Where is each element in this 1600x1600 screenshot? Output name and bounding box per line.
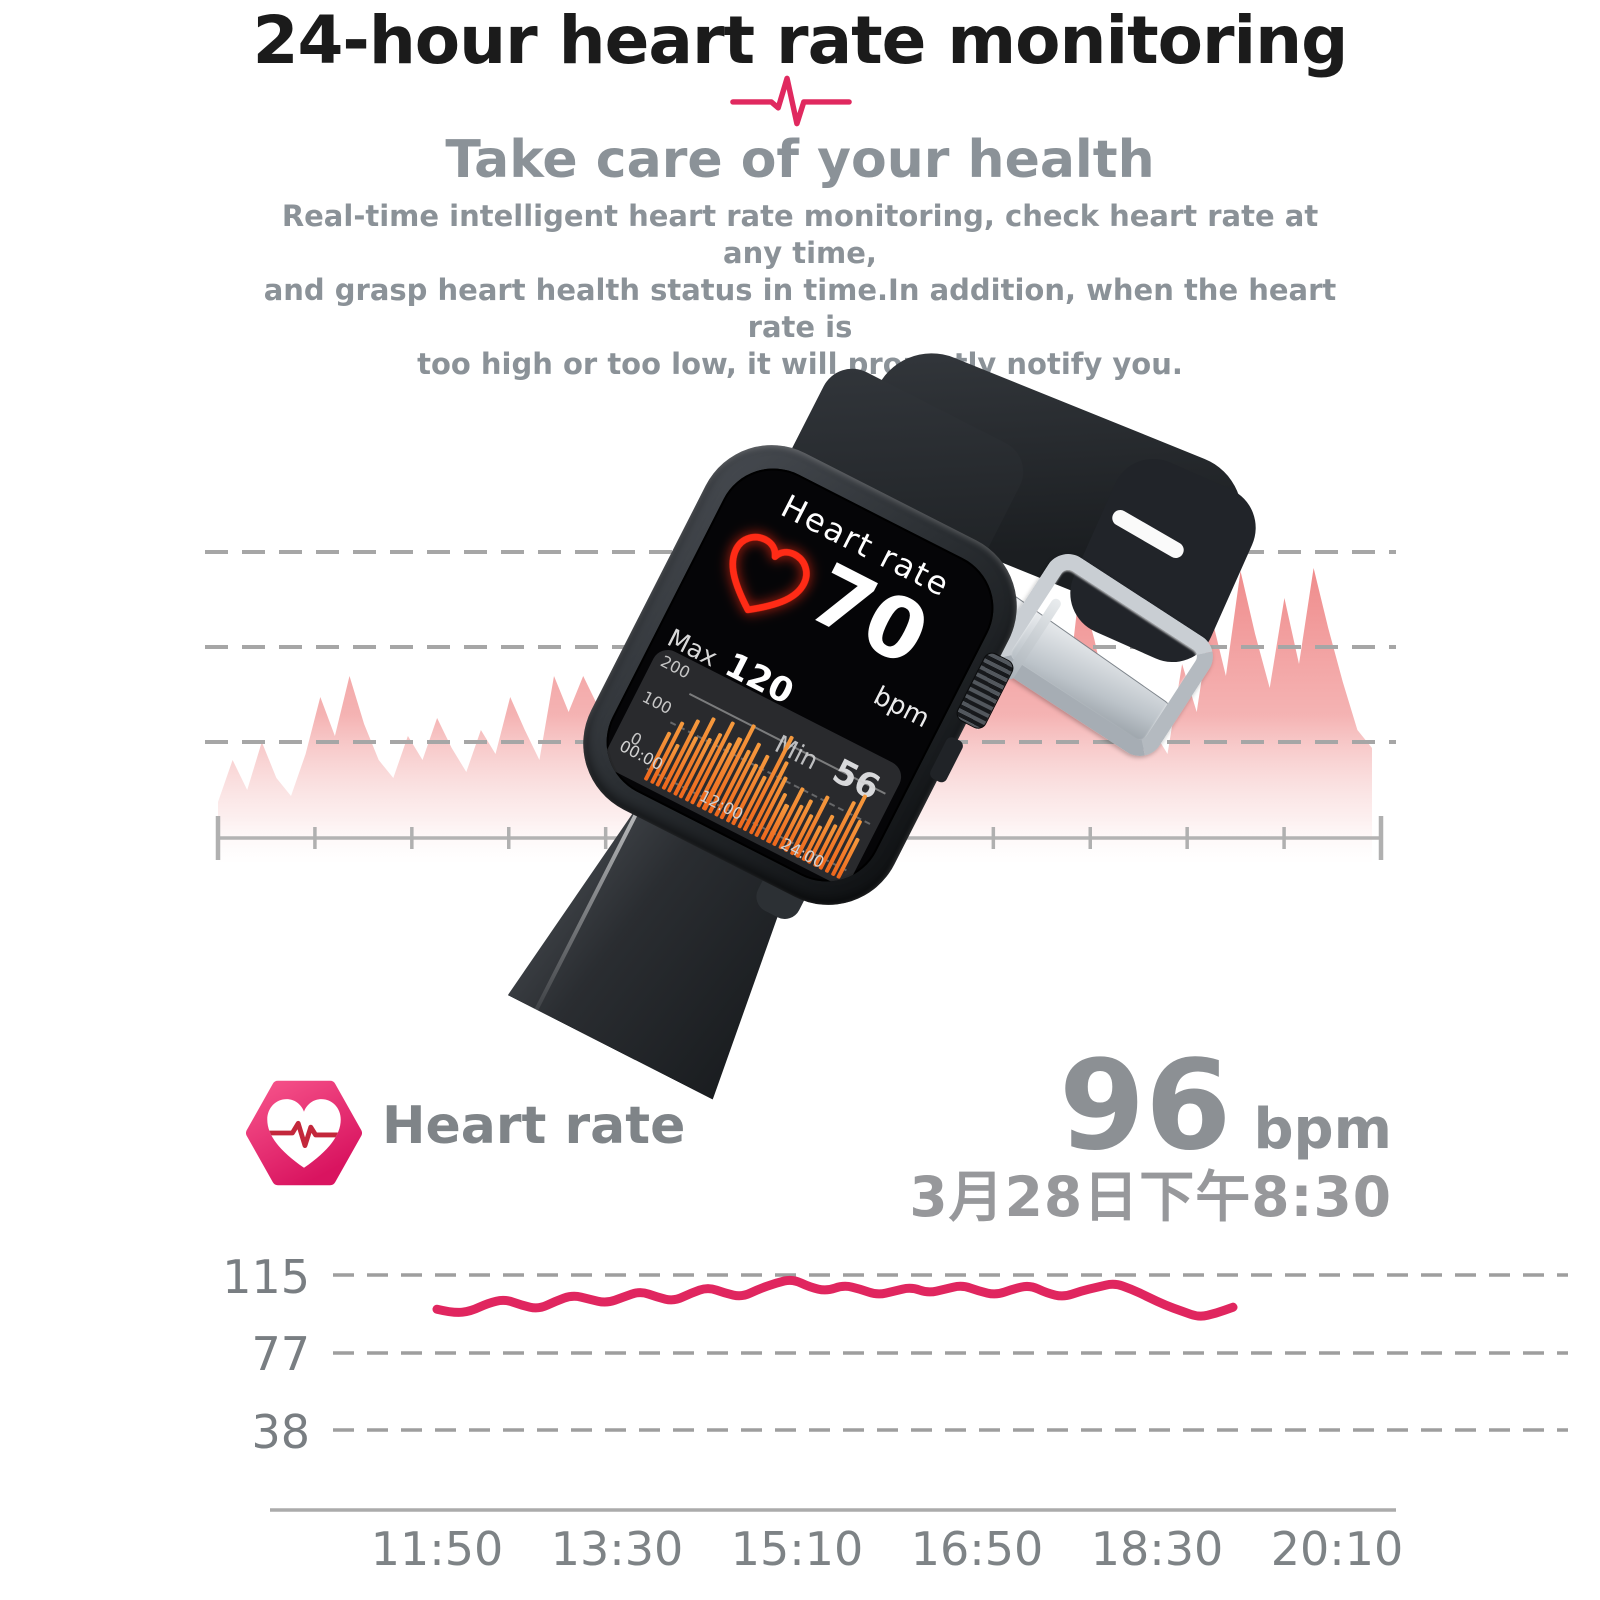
- heart-rate-app-icon: [246, 1080, 362, 1186]
- chart-xtick: 15:10: [730, 1522, 864, 1576]
- description-line: too high or too low, it will promptly no…: [417, 347, 1183, 381]
- watch-screen: Heart rate 70 bpm Max 120 Min 56 200 100…: [587, 449, 1013, 901]
- ecg-line: [267, 1120, 341, 1148]
- heart-shape: [267, 1099, 341, 1168]
- heart-rate-unit: bpm: [868, 680, 935, 735]
- app-heart-rate-line-chart: [270, 1273, 1568, 1512]
- description-line: and grasp heart health status in time.In…: [263, 273, 1337, 344]
- app-bpm-value: 96: [1058, 1034, 1232, 1178]
- chart-ytick: 77: [251, 1327, 310, 1381]
- smartwatch: Heart rate 70 bpm Max 120 Min 56 200 100…: [422, 152, 1179, 1197]
- chart-xtick: 18:30: [1090, 1522, 1224, 1576]
- app-heart-rate-label: Heart rate: [382, 1096, 686, 1156]
- panel-xtick: 00:00: [616, 736, 667, 775]
- app-datetime: 3月28日下午8:30: [909, 1165, 1392, 1229]
- page-subtitle: Take care of your health: [445, 130, 1155, 190]
- ecg-pulse-icon: [730, 75, 852, 127]
- chart-xtick: 20:10: [1270, 1522, 1404, 1576]
- heart-rate-line: [432, 1275, 1238, 1321]
- chart-xtick: 13:30: [550, 1522, 684, 1576]
- chart-ytick: 38: [251, 1405, 310, 1459]
- app-bpm-unit: bpm: [1253, 1097, 1392, 1162]
- page-title: 24-hour heart rate monitoring: [252, 2, 1349, 79]
- chart-ytick: 115: [222, 1250, 310, 1304]
- chart-xtick: 11:50: [370, 1522, 504, 1576]
- description-text: Real-time intelligent heart rate monitor…: [250, 198, 1350, 383]
- description-line: Real-time intelligent heart rate monitor…: [281, 199, 1319, 270]
- chart-x-labels: 11:50 13:30 15:10 16:50 18:30 20:10: [0, 1522, 1600, 1582]
- app-value-row: 96 bpm: [800, 1044, 1392, 1168]
- neon-heart-icon: [729, 533, 810, 614]
- chart-xtick: 16:50: [910, 1522, 1044, 1576]
- panel-ytick: 100: [639, 687, 676, 719]
